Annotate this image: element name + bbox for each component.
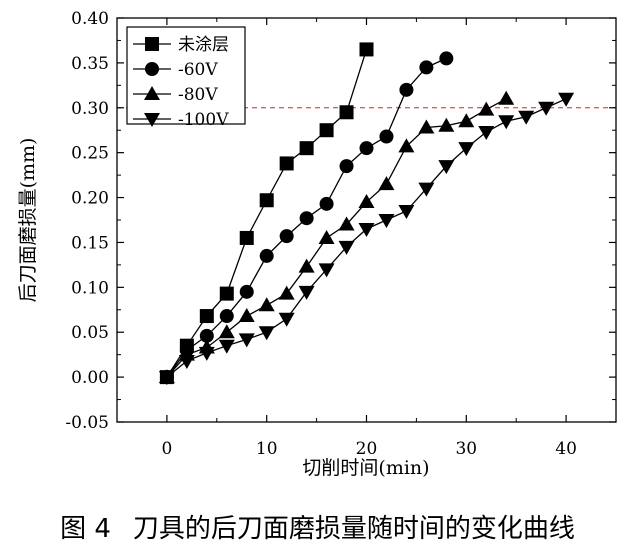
data-point (398, 205, 415, 220)
x-tick-label: 40 (555, 439, 577, 459)
figure-caption: 图 4 刀具的后刀面磨损量随时间的变化曲线 (0, 508, 635, 545)
legend-marker (144, 86, 160, 100)
data-point (299, 141, 314, 156)
data-point (278, 285, 295, 300)
data-point (218, 339, 235, 354)
legend-label: -60V (178, 60, 218, 80)
y-tick-label: 0.25 (71, 144, 109, 164)
data-point (279, 229, 294, 244)
data-point (258, 297, 275, 312)
data-point (299, 211, 314, 226)
legend: 未涂层 -60V -80V -100V (126, 26, 246, 130)
data-point (219, 309, 234, 324)
y-tick-label: 0.15 (71, 233, 109, 253)
data-point (238, 333, 255, 348)
data-point (259, 248, 274, 263)
data-point (338, 240, 355, 255)
legend-label: -80V (178, 85, 218, 105)
data-point (458, 113, 475, 128)
legend-label: 未涂层 (178, 35, 229, 55)
x-tick-label: 30 (455, 439, 477, 459)
data-point (498, 90, 515, 105)
data-point (518, 110, 535, 125)
data-point (278, 312, 295, 327)
data-point (199, 309, 214, 324)
y-tick-label: 0.35 (71, 54, 109, 74)
y-tick-label: 0.10 (71, 278, 109, 298)
figure-number: 图 4 (60, 514, 111, 544)
data-point (498, 115, 515, 130)
x-tick-label: 0 (161, 439, 172, 459)
data-point (339, 159, 354, 174)
data-point (419, 60, 434, 75)
legend-marker (145, 37, 159, 51)
axes-group: -0.05 0.00 0.05 0.10 0.15 0.20 0.25 0.30 0.35 0.4… (65, 9, 617, 459)
data-point (298, 285, 315, 300)
data-point (478, 126, 495, 141)
data-point (418, 182, 435, 197)
data-point (358, 222, 375, 237)
legend-label: -100V (178, 110, 229, 130)
figure-caption-text: 刀具的后刀面磨损量随时间的变化曲线 (132, 514, 575, 544)
data-point (198, 346, 215, 361)
legend-marker (144, 113, 160, 127)
series-4 (158, 92, 575, 386)
data-point (219, 286, 234, 301)
y-tick-label: -0.05 (65, 413, 109, 433)
data-point (319, 123, 334, 138)
data-point (478, 101, 495, 116)
data-point (218, 324, 235, 339)
data-point (318, 229, 335, 244)
data-point (359, 141, 374, 156)
data-point (319, 196, 334, 211)
series-2 (159, 51, 454, 385)
data-point (378, 214, 395, 228)
data-point (199, 328, 214, 343)
legend-item: -100V (133, 110, 229, 130)
data-point (378, 176, 395, 191)
data-point (399, 82, 414, 97)
data-point (558, 92, 575, 107)
data-point (259, 193, 274, 208)
wear-chart: -0.05 0.00 0.05 0.10 0.15 0.20 0.25 0.30 0.35 0.4… (17, 9, 617, 479)
data-point (279, 156, 294, 171)
y-tick-label: 0.20 (71, 189, 109, 209)
data-point (258, 326, 275, 341)
data-point (298, 258, 315, 273)
legend-item: -80V (133, 85, 218, 105)
data-point (158, 371, 175, 386)
y-tick-label: 0.00 (71, 368, 109, 388)
data-point (239, 230, 254, 245)
y-tick-label: 0.30 (71, 99, 109, 119)
data-point (318, 263, 335, 278)
legend-item: 未涂层 (133, 35, 229, 55)
data-point (379, 129, 394, 144)
series-group (158, 42, 575, 386)
legend-item: -60V (133, 60, 218, 80)
data-point (439, 51, 454, 66)
x-axis-label: 切削时间(min) (302, 457, 429, 479)
data-point (458, 142, 475, 157)
data-point (418, 119, 435, 134)
series-3 (158, 90, 515, 384)
x-tick-label: 10 (256, 439, 278, 459)
y-axis-label: 后刀面磨损量(mm) (17, 138, 39, 303)
series-line (166, 98, 507, 378)
x-tick-label: 20 (356, 439, 378, 459)
data-point (398, 138, 415, 153)
data-point (338, 216, 355, 231)
y-tick-label: 0.05 (71, 323, 109, 343)
y-tick-label: 0.40 (71, 9, 109, 29)
data-point (238, 308, 255, 323)
data-point (438, 160, 455, 175)
legend-marker (145, 62, 159, 76)
data-point (358, 194, 375, 209)
data-point (178, 354, 195, 369)
data-point (239, 284, 254, 299)
data-point (538, 101, 555, 116)
data-point (339, 105, 354, 120)
data-point (438, 117, 455, 132)
data-point (359, 42, 374, 57)
